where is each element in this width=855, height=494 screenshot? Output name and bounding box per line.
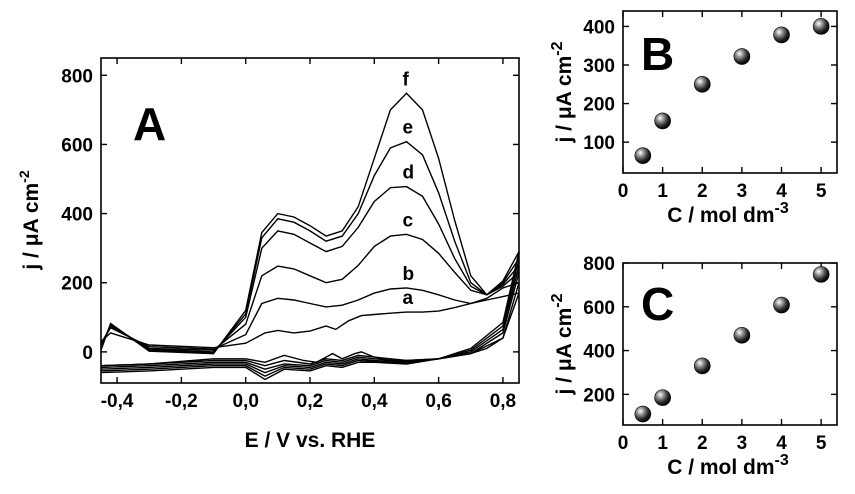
panel-c-y-tick-label: 400: [583, 342, 615, 363]
curve-label-b: b: [402, 264, 414, 285]
panel-b-y-ticks: 100 200 300 400: [583, 17, 837, 154]
panel-b-x-ticks: 0 1 2 3 4 5: [618, 11, 827, 202]
panel-c-x-tick-label: 1: [657, 433, 668, 454]
panel-a-curve-labels: ab c d e f: [402, 69, 414, 309]
panel-b-point: [733, 48, 751, 65]
panel-b-point: [693, 75, 711, 93]
panel-a-x-tick-label: 0,2: [297, 391, 323, 412]
panel-a-x-tick-label: 0,8: [490, 391, 516, 412]
panel-b-y-tick-label: 200: [583, 95, 615, 116]
panel-c-y-tick-label: 800: [583, 254, 615, 275]
panel-b-y-tick-label: 300: [583, 56, 615, 77]
panel-c-y-ticks: 200 400 600 800: [583, 254, 837, 406]
curve-e-forward: [100, 140, 520, 354]
curve-d-forward: [100, 185, 520, 353]
panel-b-x-axis-title: C / mol dm-3: [667, 200, 789, 227]
panel-a-x-tick-label: -0,4: [101, 391, 134, 412]
panel-a-x-tick-label: -0,2: [165, 391, 198, 412]
panel-c-x-tick-label: 5: [816, 433, 827, 454]
panel-a-letter: A: [133, 98, 166, 150]
panel-c-y-tick-label: 600: [583, 298, 615, 319]
panel-a-y-tick-label: 0: [82, 343, 93, 364]
curve-label-f: f: [402, 69, 409, 90]
panel-c-points: [634, 266, 830, 423]
panel-b-scatter: 0 1 2 3 4 5 100 200 300 400 B C / mol dm-3 j / μ…: [549, 10, 838, 227]
panel-c-x-axis-title: C / mol dm-3: [667, 452, 789, 479]
panel-a-x-tick-label: 0,4: [361, 391, 388, 412]
panel-c-letter: C: [641, 278, 674, 330]
panel-a-y-tick-label: 800: [61, 66, 93, 87]
panel-c-point: [773, 296, 790, 314]
panel-b-x-tick-label: 3: [737, 181, 748, 202]
curve-c-reverse: [100, 272, 520, 370]
panel-b-x-tick-label: 4: [776, 181, 787, 202]
panel-a-y-axis-title: j / μA cm-2: [16, 170, 43, 270]
panel-b-y-tick-label: 400: [583, 17, 615, 38]
curve-d-reverse: [100, 265, 520, 374]
panel-c-x-tick-label: 3: [737, 433, 748, 454]
panel-b-x-tick-label: 1: [657, 181, 668, 202]
panel-c-point: [812, 266, 830, 283]
curve-e-reverse: [100, 258, 520, 377]
curve-c-forward: [100, 233, 520, 351]
panel-c-point: [654, 389, 671, 406]
panel-a-y-tick-label: 400: [61, 205, 93, 226]
curve-f-forward: [100, 92, 520, 355]
panel-a-curves: [100, 92, 520, 381]
panel-b-point: [812, 18, 830, 35]
panel-c-frame: [622, 262, 838, 426]
panel-b-x-tick-label: 2: [697, 181, 708, 202]
panel-a-x-axis-title: E / V vs. RHE: [245, 429, 376, 452]
curve-a-forward: [100, 292, 520, 349]
curve-f-reverse: [100, 251, 520, 381]
panel-c-x-tick-label: 0: [618, 433, 629, 454]
panel-b-y-tick-label: 100: [583, 133, 615, 154]
panel-b-x-tick-label: 5: [816, 181, 827, 202]
panel-c-point: [733, 326, 751, 344]
curve-label-e: e: [402, 118, 413, 139]
panel-c-y-tick-label: 200: [583, 385, 615, 406]
panel-c-point: [693, 357, 711, 375]
curve-label-c: c: [402, 210, 413, 231]
panel-a-x-tick-label: 0,0: [232, 391, 258, 412]
panel-c-point: [634, 405, 652, 423]
curve-label-a: a: [402, 288, 413, 309]
curve-b-forward: [100, 282, 520, 350]
panel-c-x-tick-label: 2: [697, 433, 708, 454]
panel-a-y-ticks: 0 200 400 600 800: [61, 66, 519, 364]
panel-b-frame: [622, 10, 838, 174]
panel-b-y-axis-title: j / μA cm-2: [549, 41, 576, 143]
curve-label-d: d: [402, 163, 414, 184]
panel-b-letter: B: [641, 28, 674, 80]
panel-b-x-tick-label: 0: [618, 181, 629, 202]
panel-a-y-tick-label: 200: [61, 274, 93, 295]
panel-b-point: [634, 147, 652, 164]
panel-c-scatter: 0 1 2 3 4 5 200 400 600 800 C C / mol dm-3 j / μ…: [549, 254, 838, 479]
panel-b-points: [634, 18, 830, 164]
panel-c-x-tick-label: 4: [776, 433, 787, 454]
panel-a-cyclic-voltammogram: -0,4 -0,2 0,0 0,2 0,4 0,6 0,8 0 200 400 600 800 ab…: [16, 57, 520, 452]
panel-b-point: [773, 26, 790, 44]
panel-c-x-ticks: 0 1 2 3 4 5: [618, 263, 827, 454]
panel-b-point: [654, 112, 671, 130]
panel-a-y-tick-label: 600: [61, 135, 93, 156]
panel-c-y-axis-title: j / μA cm-2: [549, 293, 576, 395]
panel-a-x-ticks: -0,4 -0,2 0,0 0,2 0,4 0,6 0,8: [101, 58, 516, 412]
panel-a-x-tick-label: 0,6: [425, 391, 451, 412]
